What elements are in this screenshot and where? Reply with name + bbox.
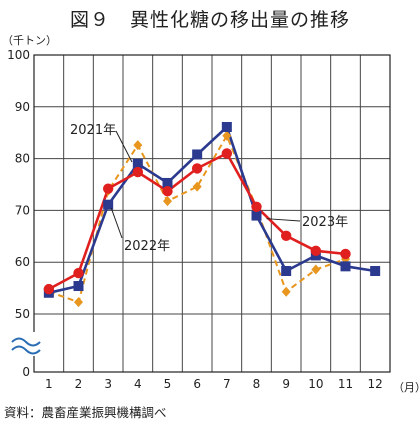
x-tick-label: 2 [75, 377, 83, 391]
y-tick-label: 60 [15, 255, 30, 269]
data-point-2021年-5 [163, 196, 172, 207]
x-tick-label: 5 [164, 377, 172, 391]
x-tick-label: 9 [282, 377, 290, 391]
data-point-2023年-3 [102, 183, 114, 194]
x-tick-label: 3 [104, 377, 112, 391]
data-point-2021年-7 [222, 130, 232, 141]
series-label: 2021年 [70, 123, 116, 138]
data-point-2022年-9 [281, 266, 292, 277]
data-point-2023年-7 [221, 148, 233, 159]
x-tick-label: 4 [134, 377, 142, 391]
data-point-2023年-8 [251, 201, 262, 212]
data-point-2022年-3 [103, 199, 114, 210]
data-point-2023年-6 [191, 163, 203, 174]
x-tick-label: 12 [368, 377, 383, 391]
series-label-leader [266, 218, 301, 222]
data-point-2022年-6 [192, 149, 203, 160]
x-tick-label: 10 [308, 377, 323, 391]
series-label-leader [115, 130, 133, 163]
y-axis-unit: （千トン） [2, 34, 57, 47]
data-point-2023年-1 [43, 283, 55, 295]
x-tick-label: 11 [338, 377, 353, 391]
data-point-2022年-4 [132, 158, 143, 169]
data-point-2023年-10 [310, 245, 322, 257]
source-note: 資料：農畜産業振興機構調べ [4, 405, 167, 420]
y-tick-label: 90 [15, 100, 30, 114]
data-point-2023年-5 [162, 186, 173, 197]
data-point-2022年-5 [162, 177, 173, 188]
y-tick-label: 80 [15, 152, 30, 166]
y-tick-label: 50 [15, 307, 30, 321]
x-tick-label: 8 [253, 377, 261, 391]
data-point-2022年-8 [251, 210, 262, 221]
axis-break-wave-top [11, 337, 41, 347]
data-point-2023年-2 [73, 267, 84, 279]
data-point-2023年-4 [132, 166, 144, 178]
data-point-2022年-7 [221, 122, 232, 133]
data-point-2022年-2 [73, 281, 84, 292]
data-point-2021年-9 [281, 286, 291, 297]
axis-break-wave-bottom [11, 345, 41, 355]
data-point-2022年-12 [370, 266, 381, 277]
data-point-2022年-11 [340, 261, 351, 272]
x-tick-label: 7 [223, 377, 231, 391]
plot-frame [33, 54, 391, 373]
y-tick-label: 70 [15, 203, 30, 217]
y-tick-label: 100 [7, 48, 30, 62]
series-label: 2023年 [302, 215, 348, 230]
data-point-2021年-6 [192, 181, 202, 192]
y-tick-label: 0 [22, 365, 30, 379]
series-label-leader [110, 207, 123, 239]
chart-title: 図９ 異性化糖の移出量の推移 [69, 9, 350, 31]
data-point-2023年-11 [340, 248, 351, 260]
series-line-2021年 [48, 134, 346, 304]
series-label: 2022年 [124, 239, 170, 254]
data-point-2021年-10 [311, 264, 321, 275]
data-point-2021年-2 [74, 297, 83, 308]
x-tick-label: 1 [45, 377, 53, 391]
x-axis-unit: （月） [393, 381, 420, 394]
data-point-2023年-9 [280, 230, 292, 241]
x-tick-label: 6 [193, 377, 201, 391]
data-point-2021年-4 [133, 140, 143, 151]
